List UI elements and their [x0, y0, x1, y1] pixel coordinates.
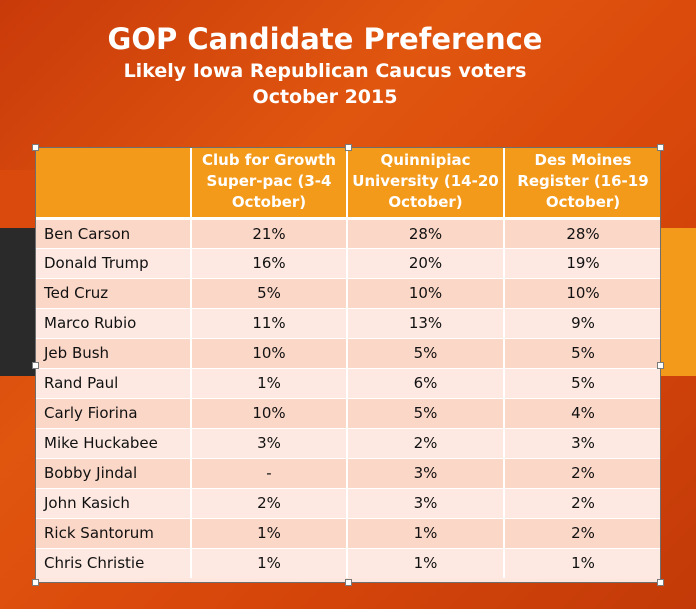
candidate-name-cell[interactable]: Bobby Jindal: [35, 457, 191, 488]
value-cell[interactable]: 1%: [190, 517, 347, 548]
value-cell[interactable]: 20%: [346, 247, 504, 278]
value-cell[interactable]: 11%: [190, 307, 347, 338]
resize-handle-top-right[interactable]: [657, 144, 664, 151]
table-row: Bobby Jindal - 3% 2%: [35, 457, 661, 488]
poll-table[interactable]: Club for Growth Super-pac (3-4 October) …: [35, 147, 661, 578]
value-cell[interactable]: 2%: [190, 487, 347, 518]
value-cell[interactable]: 28%: [346, 217, 504, 248]
value-cell[interactable]: 5%: [503, 367, 661, 398]
candidate-name-cell[interactable]: Donald Trump: [35, 247, 191, 278]
candidate-name-cell[interactable]: Ben Carson: [35, 217, 191, 248]
value-cell[interactable]: 10%: [346, 277, 504, 308]
value-cell[interactable]: 3%: [346, 457, 504, 488]
value-cell[interactable]: 21%: [190, 217, 347, 248]
resize-handle-bottom-middle[interactable]: [345, 579, 352, 586]
value-cell[interactable]: 5%: [503, 337, 661, 368]
slide-subtitle-1[interactable]: Likely Iowa Republican Caucus voters: [123, 60, 527, 82]
candidate-name-cell[interactable]: Mike Huckabee: [35, 427, 191, 458]
background-band-dark: [0, 228, 40, 376]
title-block: GOP Candidate Preference Likely Iowa Rep…: [0, 20, 650, 110]
table-row: Chris Christie 1% 1% 1%: [35, 547, 661, 578]
table-row: Rand Paul 1% 6% 5%: [35, 367, 661, 398]
value-cell[interactable]: 1%: [190, 367, 347, 398]
value-cell[interactable]: 10%: [503, 277, 661, 308]
table-row: Rick Santorum 1% 1% 2%: [35, 517, 661, 548]
value-cell[interactable]: 10%: [190, 397, 347, 428]
slide-title[interactable]: GOP Candidate Preference: [107, 22, 543, 56]
slide-subtitle-2[interactable]: October 2015: [252, 86, 398, 108]
header-cell-des-moines[interactable]: Des Moines Register (16-19 October): [503, 147, 661, 220]
value-cell[interactable]: 1%: [503, 547, 661, 578]
candidate-name-cell[interactable]: Ted Cruz: [35, 277, 191, 308]
table-row: Ted Cruz 5% 10% 10%: [35, 277, 661, 308]
candidate-name-cell[interactable]: Carly Fiorina: [35, 397, 191, 428]
value-cell[interactable]: 2%: [346, 427, 504, 458]
value-cell[interactable]: 2%: [503, 517, 661, 548]
value-cell[interactable]: 1%: [346, 547, 504, 578]
resize-handle-bottom-right[interactable]: [657, 579, 664, 586]
value-cell[interactable]: 5%: [190, 277, 347, 308]
header-cell-candidate[interactable]: [35, 147, 191, 220]
value-cell[interactable]: 3%: [346, 487, 504, 518]
resize-handle-middle-left[interactable]: [32, 362, 39, 369]
resize-handle-top-middle[interactable]: [345, 144, 352, 151]
table-row: Marco Rubio 11% 13% 9%: [35, 307, 661, 338]
table-row: Jeb Bush 10% 5% 5%: [35, 337, 661, 368]
value-cell[interactable]: 16%: [190, 247, 347, 278]
value-cell[interactable]: 3%: [503, 427, 661, 458]
header-cell-club-for-growth[interactable]: Club for Growth Super-pac (3-4 October): [190, 147, 347, 220]
value-cell[interactable]: 2%: [503, 457, 661, 488]
value-cell[interactable]: -: [190, 457, 347, 488]
resize-handle-bottom-left[interactable]: [32, 579, 39, 586]
resize-handle-top-left[interactable]: [32, 144, 39, 151]
background-band-right: [658, 228, 696, 376]
value-cell[interactable]: 28%: [503, 217, 661, 248]
table-row: Donald Trump 16% 20% 19%: [35, 247, 661, 278]
value-cell[interactable]: 4%: [503, 397, 661, 428]
value-cell[interactable]: 9%: [503, 307, 661, 338]
table-row: Ben Carson 21% 28% 28%: [35, 217, 661, 248]
value-cell[interactable]: 19%: [503, 247, 661, 278]
candidate-name-cell[interactable]: Chris Christie: [35, 547, 191, 578]
table-row: Mike Huckabee 3% 2% 3%: [35, 427, 661, 458]
candidate-name-cell[interactable]: Rick Santorum: [35, 517, 191, 548]
candidate-name-cell[interactable]: Rand Paul: [35, 367, 191, 398]
header-cell-quinnipiac[interactable]: Quinnipiac University (14-20 October): [346, 147, 504, 220]
value-cell[interactable]: 1%: [346, 517, 504, 548]
value-cell[interactable]: 5%: [346, 337, 504, 368]
value-cell[interactable]: 6%: [346, 367, 504, 398]
table-row: Carly Fiorina 10% 5% 4%: [35, 397, 661, 428]
table-header-row: Club for Growth Super-pac (3-4 October) …: [35, 147, 661, 220]
candidate-name-cell[interactable]: John Kasich: [35, 487, 191, 518]
value-cell[interactable]: 13%: [346, 307, 504, 338]
value-cell[interactable]: 3%: [190, 427, 347, 458]
candidate-name-cell[interactable]: Marco Rubio: [35, 307, 191, 338]
resize-handle-middle-right[interactable]: [657, 362, 664, 369]
value-cell[interactable]: 2%: [503, 487, 661, 518]
background-band-left: [0, 170, 40, 228]
value-cell[interactable]: 1%: [190, 547, 347, 578]
candidate-name-cell[interactable]: Jeb Bush: [35, 337, 191, 368]
value-cell[interactable]: 5%: [346, 397, 504, 428]
poll-table-container[interactable]: Club for Growth Super-pac (3-4 October) …: [35, 147, 661, 583]
table-row: John Kasich 2% 3% 2%: [35, 487, 661, 518]
value-cell[interactable]: 10%: [190, 337, 347, 368]
